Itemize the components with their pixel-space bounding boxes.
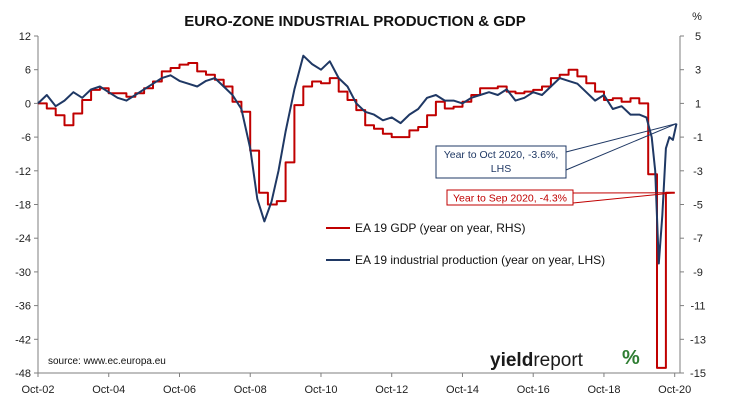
annotation-gdp-box (446, 189, 574, 206)
left-tick-label: 6 (25, 65, 31, 77)
source-note: source: www.ec.europa.eu (48, 356, 166, 367)
legend-label-gdp: EA 19 GDP (year on year, RHS) (355, 221, 526, 235)
axes-frame (37, 36, 681, 374)
left-tick-label: -24 (15, 233, 31, 245)
x-tick-label: Oct-06 (163, 384, 196, 396)
annotation-ip-line2: LHS (491, 163, 511, 175)
x-tick-label: Oct-10 (304, 384, 337, 396)
legend-label-ip: EA 19 industrial production (year on yea… (355, 253, 605, 267)
brand-logo: yieldreport % (490, 347, 640, 371)
x-tick-label: Oct-02 (21, 384, 54, 396)
legend: EA 19 GDP (year on year, RHS) EA 19 indu… (326, 221, 605, 267)
right-tick-label: -13 (690, 334, 706, 346)
left-tick-label: -18 (15, 200, 31, 212)
gdp-series-line (38, 62, 675, 369)
right-tick-label: 1 (695, 98, 701, 110)
left-tick-label: -12 (15, 166, 31, 178)
left-tick-label: 0 (25, 98, 31, 110)
annotation-ip-leader-1 (565, 123, 677, 153)
right-tick-label: -7 (693, 233, 703, 245)
annotation-gdp-text: Year to Sep 2020, -4.3% (453, 193, 567, 205)
annotation-ip: Year to Oct 2020, -3.6%, LHS (435, 145, 567, 179)
left-tick-label: -30 (15, 267, 31, 279)
left-tick-label: -42 (15, 334, 31, 346)
x-axis-ticks: Oct-02 Oct-04 Oct-06 Oct-08 Oct-10 Oct-12 Oct-… (21, 373, 691, 396)
brand-percent-icon: % (622, 347, 640, 369)
right-axis-unit: % (692, 11, 702, 23)
right-tick-label: -3 (693, 166, 703, 178)
x-tick-label: Oct-08 (234, 384, 267, 396)
annotation-gdp: Year to Sep 2020, -4.3% (446, 189, 574, 206)
left-tick-label: -6 (21, 132, 31, 144)
x-tick-label: Oct-12 (375, 384, 408, 396)
left-tick-label: -36 (15, 301, 31, 313)
annotation-ip-box (435, 145, 567, 179)
left-tick-label: -48 (15, 368, 31, 380)
right-tick-label: -15 (690, 368, 706, 380)
right-axis-ticks: 5 3 1 -1 -3 -5 -7 -9 -11 -13 -15 (680, 31, 706, 380)
x-tick-label: Oct-18 (587, 384, 620, 396)
right-tick-label: -1 (693, 132, 703, 144)
brand-wordmark: yieldreport (490, 350, 584, 371)
x-tick-label: Oct-20 (658, 384, 691, 396)
series-lines (37, 54, 678, 369)
x-tick-label: Oct-04 (92, 384, 125, 396)
right-tick-label: -5 (693, 200, 703, 212)
left-tick-label: 12 (19, 31, 31, 43)
annotation-ip-leader-2 (565, 123, 677, 171)
right-tick-label: -9 (693, 267, 703, 279)
annotation-leaders (565, 123, 677, 204)
chart-title: EURO-ZONE INDUSTRIAL PRODUCTION & GDP (184, 13, 525, 30)
right-tick-label: -11 (690, 301, 705, 313)
left-axis-ticks: 12 6 0 -6 -12 -18 -24 -30 -36 -42 -48 (15, 31, 38, 380)
x-tick-label: Oct-16 (517, 384, 550, 396)
annotation-ip-line1: Year to Oct 2020, -3.6%, (444, 149, 559, 161)
right-tick-label: 5 (695, 31, 701, 43)
ip-series-line (37, 54, 678, 265)
annotation-gdp-leader-2 (572, 192, 675, 204)
right-tick-label: 3 (695, 65, 701, 77)
x-tick-label: Oct-14 (446, 384, 479, 396)
